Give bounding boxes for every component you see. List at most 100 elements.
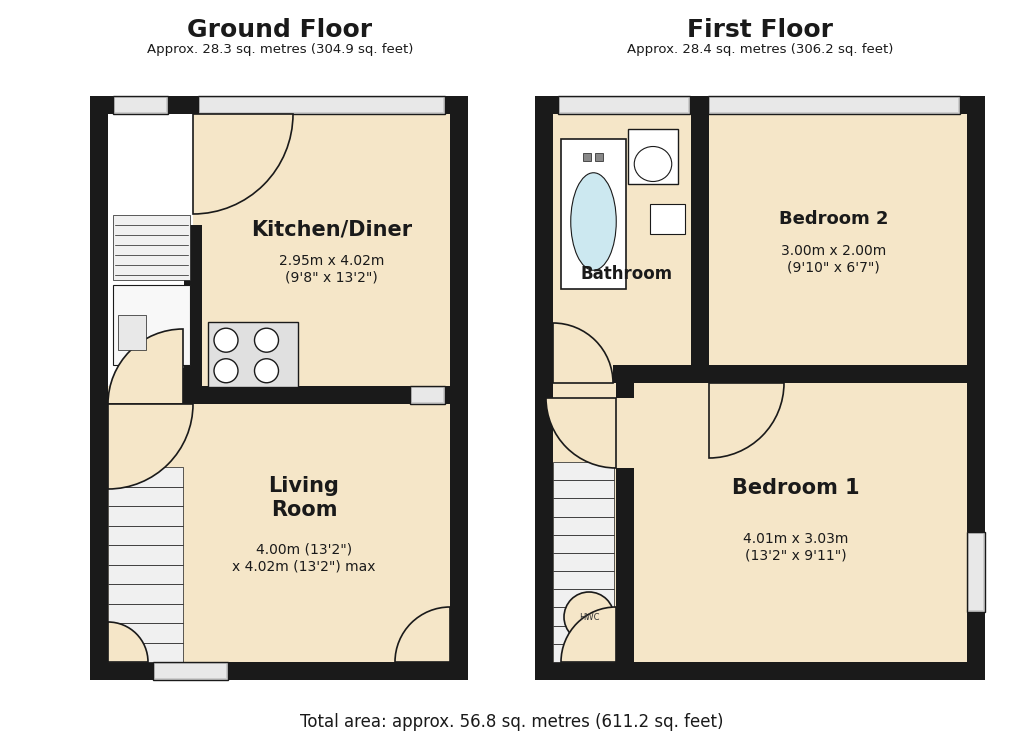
Wedge shape: [108, 329, 183, 404]
Circle shape: [564, 592, 614, 642]
Text: Approx. 28.3 sq. metres (304.9 sq. feet): Approx. 28.3 sq. metres (304.9 sq. feet): [146, 42, 414, 56]
Bar: [553, 365, 613, 383]
Circle shape: [214, 359, 238, 382]
Bar: [535, 96, 985, 114]
Text: Bedroom 2: Bedroom 2: [778, 210, 888, 228]
Bar: [583, 153, 591, 161]
Bar: [108, 623, 183, 643]
Bar: [708, 96, 961, 114]
Text: Living
Room: Living Room: [268, 476, 339, 519]
Bar: [535, 96, 553, 680]
Ellipse shape: [570, 173, 616, 270]
Bar: [553, 644, 614, 662]
Bar: [115, 98, 166, 112]
Bar: [969, 534, 983, 610]
Wedge shape: [553, 323, 613, 383]
Bar: [108, 545, 183, 565]
Bar: [628, 129, 678, 184]
Bar: [553, 607, 614, 626]
Bar: [90, 386, 468, 404]
Bar: [410, 386, 445, 404]
Bar: [708, 96, 961, 114]
Bar: [450, 96, 468, 680]
Bar: [535, 365, 985, 383]
Bar: [553, 626, 614, 644]
Wedge shape: [395, 607, 450, 662]
Bar: [691, 114, 709, 374]
Bar: [90, 96, 468, 114]
Ellipse shape: [634, 147, 672, 182]
Bar: [113, 215, 190, 280]
Bar: [967, 532, 985, 612]
Bar: [558, 96, 690, 114]
Wedge shape: [108, 622, 148, 662]
Bar: [553, 462, 614, 480]
Bar: [553, 516, 614, 535]
Text: 4.01m x 3.03m
(13'2" x 9'11"): 4.01m x 3.03m (13'2" x 9'11"): [743, 533, 849, 562]
Text: HWC: HWC: [579, 612, 599, 621]
Bar: [616, 383, 634, 662]
Bar: [967, 532, 985, 612]
Bar: [208, 322, 298, 387]
Text: Approx. 28.4 sq. metres (306.2 sq. feet): Approx. 28.4 sq. metres (306.2 sq. feet): [627, 42, 893, 56]
Bar: [153, 662, 228, 680]
Text: 4.00m (13'2")
x 4.02m (13'2") max: 4.00m (13'2") x 4.02m (13'2") max: [232, 543, 376, 573]
Bar: [553, 114, 967, 662]
Text: Kitchen/Diner: Kitchen/Diner: [251, 219, 412, 240]
Bar: [616, 398, 634, 468]
Bar: [113, 96, 168, 114]
Text: First Floor: First Floor: [687, 18, 833, 42]
Bar: [412, 388, 443, 402]
Wedge shape: [546, 398, 616, 468]
Bar: [535, 662, 985, 680]
Wedge shape: [193, 114, 293, 214]
Text: Bedroom 1: Bedroom 1: [732, 478, 860, 498]
Bar: [113, 285, 190, 365]
Bar: [200, 98, 443, 112]
Bar: [560, 98, 688, 112]
Bar: [198, 96, 445, 114]
Bar: [553, 498, 614, 516]
Circle shape: [255, 359, 279, 382]
Bar: [967, 96, 985, 680]
Bar: [108, 386, 183, 404]
Bar: [553, 589, 614, 607]
Bar: [155, 664, 226, 678]
Bar: [553, 535, 614, 553]
Bar: [118, 315, 146, 350]
Bar: [108, 114, 450, 662]
Bar: [184, 225, 202, 395]
Text: 3.00m x 2.00m
(9'10" x 6'7"): 3.00m x 2.00m (9'10" x 6'7"): [781, 244, 886, 274]
Bar: [108, 643, 183, 662]
Bar: [553, 480, 614, 498]
Bar: [108, 525, 183, 545]
Circle shape: [214, 328, 238, 352]
Bar: [153, 662, 228, 680]
Bar: [710, 98, 958, 112]
Bar: [198, 96, 445, 114]
Bar: [108, 487, 183, 506]
Wedge shape: [561, 607, 616, 662]
Bar: [410, 386, 445, 404]
Bar: [108, 584, 183, 603]
Bar: [553, 553, 614, 571]
Bar: [90, 662, 468, 680]
Bar: [553, 571, 614, 589]
Text: Total area: approx. 56.8 sq. metres (611.2 sq. feet): Total area: approx. 56.8 sq. metres (611…: [300, 713, 724, 731]
Wedge shape: [709, 383, 784, 458]
Bar: [108, 506, 183, 525]
Bar: [650, 204, 685, 234]
Bar: [174, 368, 185, 404]
Wedge shape: [108, 404, 193, 489]
Bar: [108, 114, 193, 395]
Bar: [561, 139, 626, 289]
Bar: [595, 153, 603, 161]
Text: 2.95m x 4.02m
(9'8" x 13'2"): 2.95m x 4.02m (9'8" x 13'2"): [279, 254, 384, 285]
Circle shape: [255, 328, 279, 352]
Bar: [558, 96, 690, 114]
Bar: [90, 96, 108, 680]
Text: Bathroom: Bathroom: [581, 265, 673, 283]
Text: Ground Floor: Ground Floor: [187, 18, 373, 42]
Bar: [113, 96, 168, 114]
Bar: [108, 603, 183, 623]
